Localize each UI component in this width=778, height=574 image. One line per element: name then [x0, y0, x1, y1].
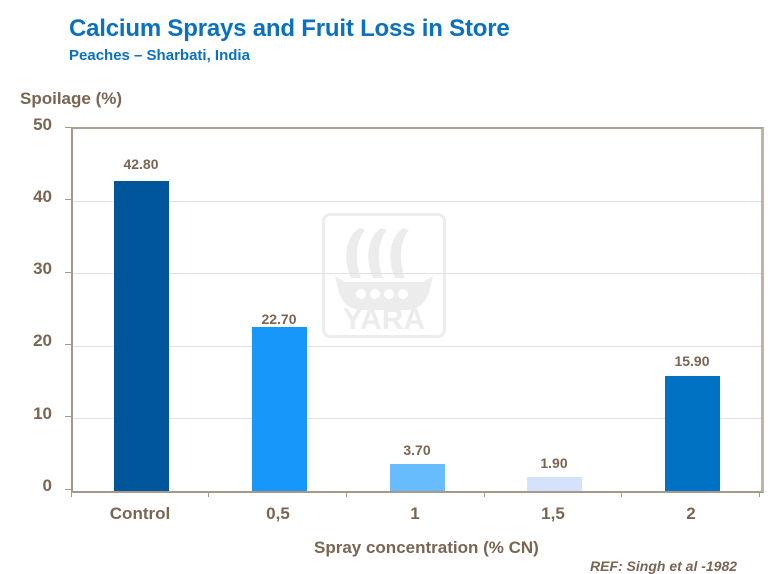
y-tick-40: 40 [33, 187, 52, 206]
y-tick-mark [65, 344, 71, 345]
chart-title: Calcium Sprays and Fruit Loss in Store [69, 15, 510, 42]
bar-value-label: 22.70 [261, 311, 297, 327]
y-tick-30: 30 [33, 259, 52, 278]
y-tick-10: 10 [33, 404, 52, 423]
y-tick-mark [65, 127, 71, 128]
x-category-control: Control [109, 504, 171, 523]
x-tick-mark [759, 491, 760, 497]
x-tick-mark [621, 491, 622, 497]
bar-value-label: 42.80 [123, 156, 159, 172]
gridline-10 [73, 418, 761, 419]
x-tick-mark [71, 491, 72, 497]
bar-1-5 [527, 477, 582, 491]
bar-value-label: 15.90 [674, 353, 710, 369]
y-tick-0: 0 [42, 476, 52, 495]
svg-text:YARA: YARA [343, 303, 425, 335]
y-tick-50: 50 [33, 115, 52, 134]
yara-viking-ship-icon: YARA [335, 228, 433, 336]
chart-subtitle: Peaches – Sharbati, India [69, 47, 250, 64]
x-axis-label: Spray concentration (% CN) [314, 538, 539, 557]
gridline-40 [73, 201, 761, 202]
yara-watermark: YARA [322, 213, 446, 338]
y-tick-20: 20 [33, 331, 52, 350]
bar-1 [390, 464, 445, 491]
x-category-2: 2 [686, 504, 696, 523]
x-category-1: 1 [410, 504, 420, 523]
bar-value-label: 1.90 [540, 455, 568, 471]
gridline-30 [73, 273, 761, 274]
y-tick-mark [65, 489, 71, 490]
y-axis-label: Spoilage (%) [20, 89, 123, 108]
y-tick-mark [65, 272, 71, 273]
x-category-0-5: 0,5 [266, 504, 290, 523]
plot-area: 42.80 22.70 3.70 1.90 15.90 [71, 127, 764, 493]
x-tick-mark [484, 491, 485, 497]
gridline-20 [73, 346, 761, 347]
x-tick-mark [208, 491, 209, 497]
y-tick-mark [65, 199, 71, 200]
reference-note: REF: Singh et al -1982 [590, 558, 738, 574]
bar-value-label: 3.70 [403, 442, 431, 458]
bar-control [114, 181, 169, 491]
x-category-1-5: 1,5 [541, 504, 565, 523]
x-tick-mark [346, 491, 347, 497]
bar-0-5 [252, 327, 307, 491]
bar-2 [665, 376, 720, 491]
y-tick-mark [65, 416, 71, 417]
